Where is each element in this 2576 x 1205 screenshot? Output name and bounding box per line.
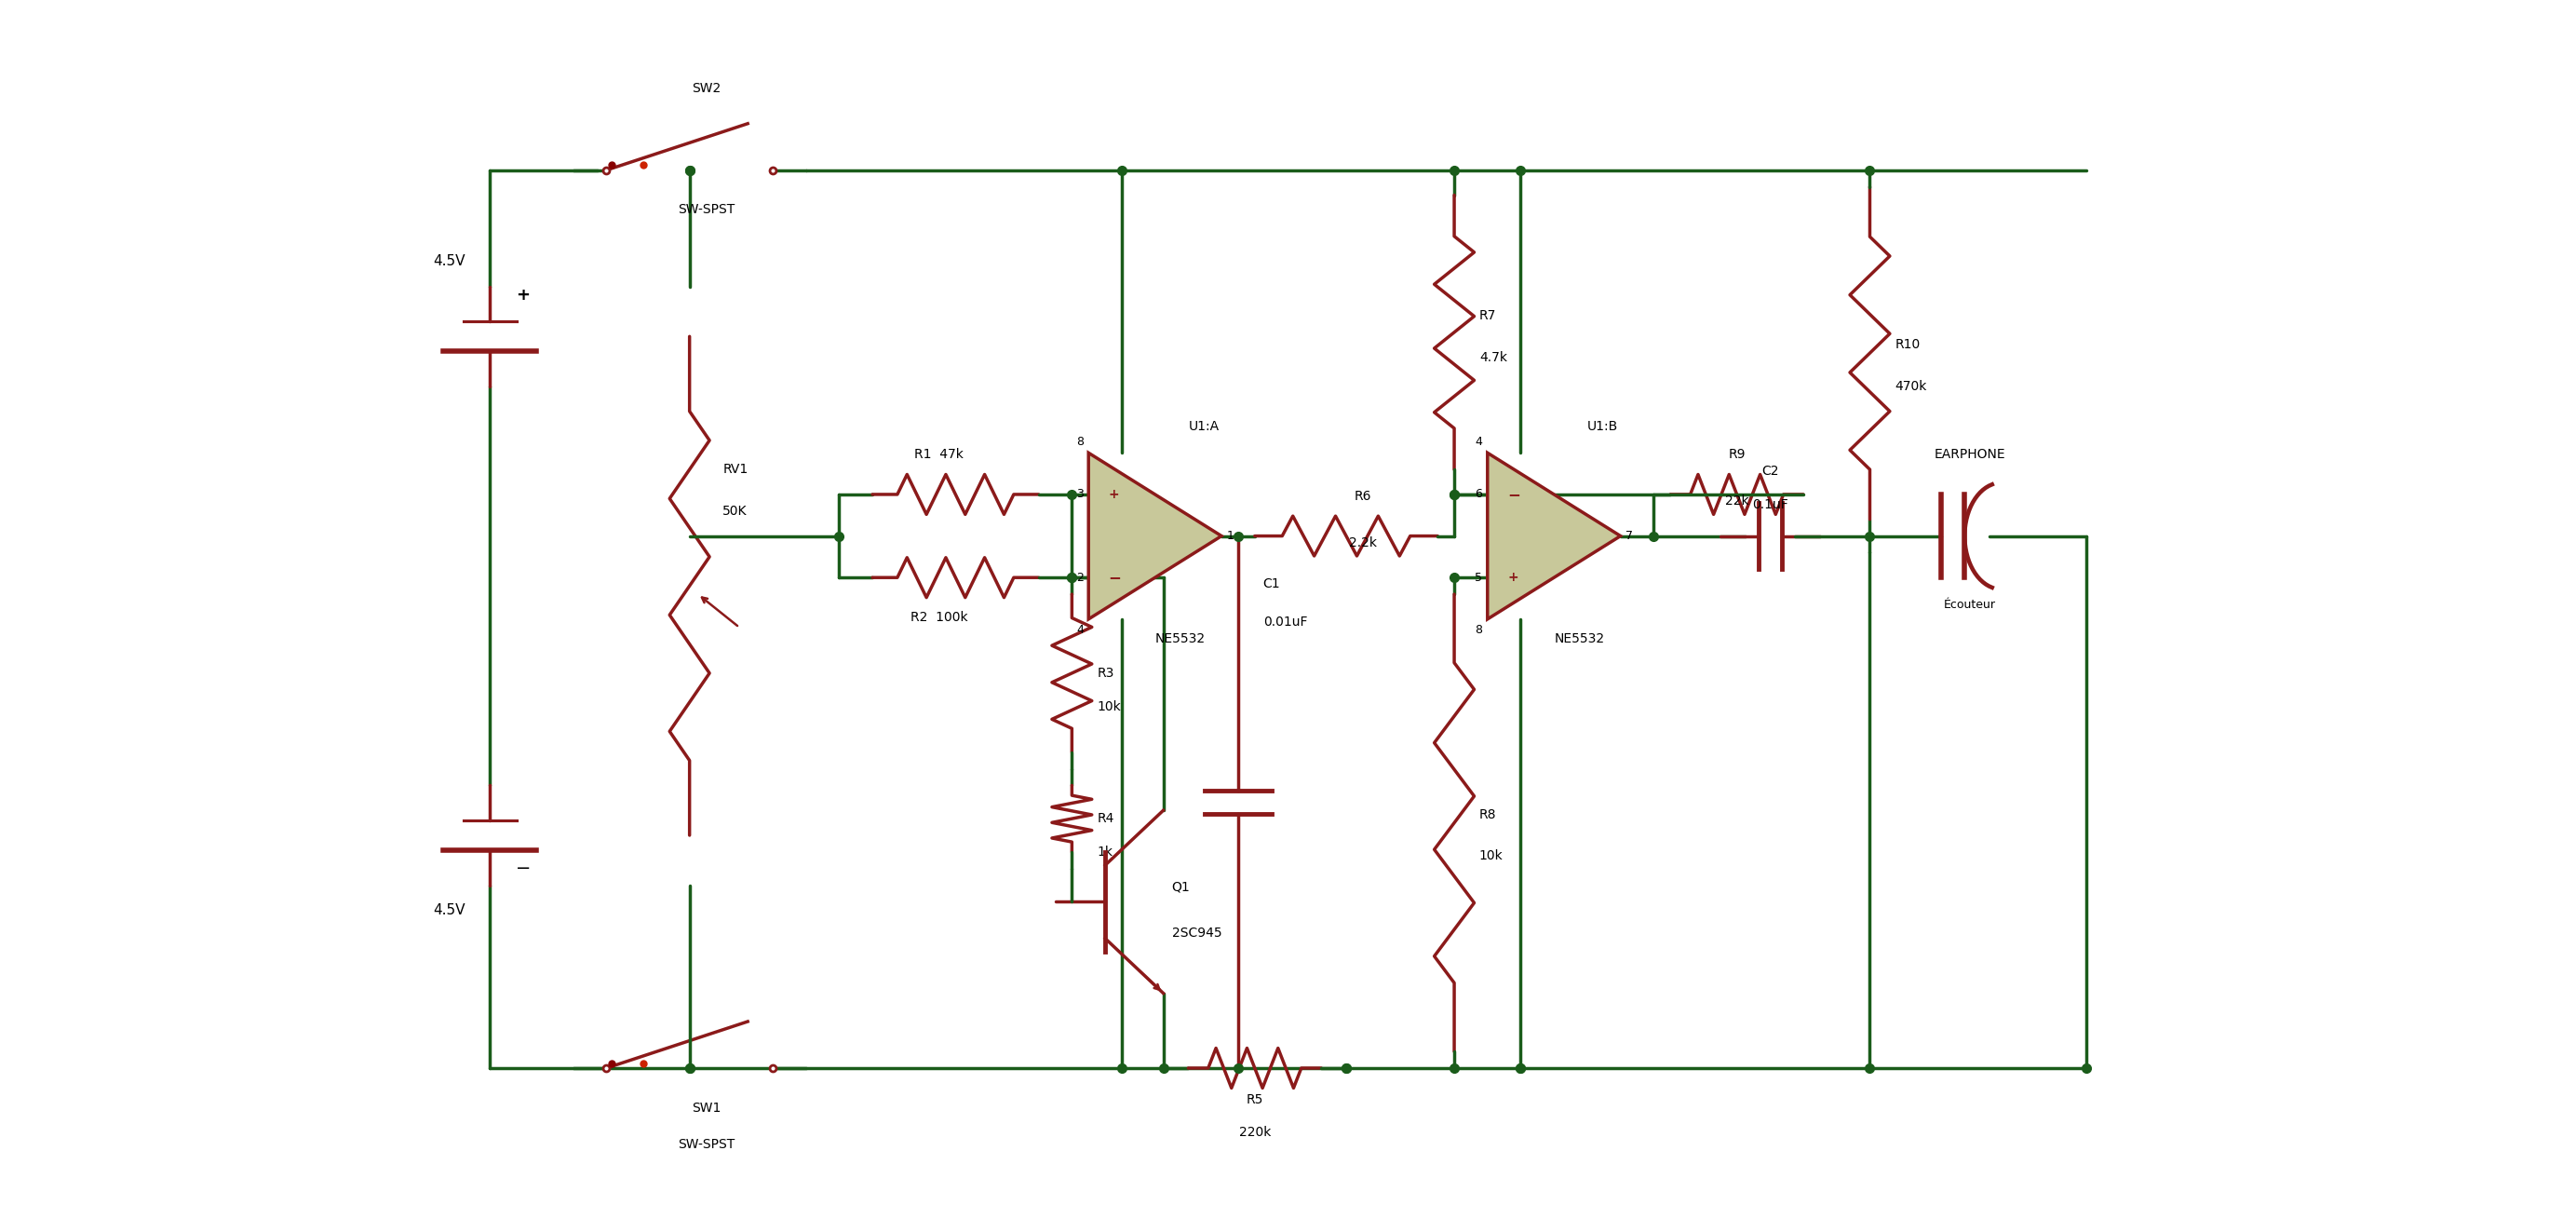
Text: 4.5V: 4.5V bbox=[433, 903, 466, 917]
Text: 5: 5 bbox=[1476, 571, 1484, 583]
Text: SW2: SW2 bbox=[690, 82, 721, 95]
Text: 10k: 10k bbox=[1479, 850, 1504, 863]
Text: R3: R3 bbox=[1097, 666, 1113, 680]
Text: 2.2k: 2.2k bbox=[1350, 536, 1376, 549]
Text: 4: 4 bbox=[1077, 624, 1084, 636]
Text: 7: 7 bbox=[1625, 530, 1633, 542]
Text: −: − bbox=[1108, 569, 1121, 586]
Text: 3: 3 bbox=[1077, 488, 1084, 500]
Text: SW-SPST: SW-SPST bbox=[677, 1138, 734, 1151]
Text: C2: C2 bbox=[1762, 465, 1777, 478]
Text: 0.01uF: 0.01uF bbox=[1262, 616, 1306, 629]
Text: 6: 6 bbox=[1476, 488, 1484, 500]
Text: 8: 8 bbox=[1476, 624, 1484, 636]
Text: +: + bbox=[515, 287, 531, 304]
Text: 0.1uF: 0.1uF bbox=[1752, 498, 1788, 511]
Text: 2: 2 bbox=[1077, 571, 1084, 583]
Text: EARPHONE: EARPHONE bbox=[1935, 448, 2004, 462]
Text: 1k: 1k bbox=[1097, 846, 1113, 858]
Text: R2  100k: R2 100k bbox=[909, 611, 969, 624]
Text: 4: 4 bbox=[1476, 436, 1484, 448]
Text: 4.5V: 4.5V bbox=[433, 254, 466, 269]
Text: 8: 8 bbox=[1077, 436, 1084, 448]
Text: NE5532: NE5532 bbox=[1154, 633, 1206, 646]
Text: −: − bbox=[1507, 486, 1520, 502]
Text: C1: C1 bbox=[1262, 577, 1280, 590]
Text: 470k: 470k bbox=[1896, 380, 1927, 393]
Text: 4.7k: 4.7k bbox=[1479, 351, 1507, 364]
Text: R7: R7 bbox=[1479, 310, 1497, 322]
Text: 10k: 10k bbox=[1097, 700, 1121, 713]
Text: +: + bbox=[1108, 488, 1121, 501]
Polygon shape bbox=[1486, 453, 1620, 619]
Text: 1: 1 bbox=[1226, 530, 1234, 542]
Text: Q1: Q1 bbox=[1172, 881, 1190, 893]
Text: R6: R6 bbox=[1355, 489, 1370, 502]
Text: R4: R4 bbox=[1097, 812, 1113, 825]
Text: R8: R8 bbox=[1479, 809, 1497, 821]
Text: SW1: SW1 bbox=[690, 1101, 721, 1115]
Text: +: + bbox=[1507, 571, 1517, 584]
Text: 220k: 220k bbox=[1239, 1127, 1270, 1140]
Text: 50K: 50K bbox=[724, 505, 747, 518]
Text: R10: R10 bbox=[1896, 339, 1919, 352]
Text: Écouteur: Écouteur bbox=[1942, 599, 1996, 611]
Text: 22k: 22k bbox=[1726, 494, 1749, 507]
Text: RV1: RV1 bbox=[724, 463, 747, 476]
Text: R5: R5 bbox=[1247, 1093, 1262, 1106]
Text: U1:A: U1:A bbox=[1188, 419, 1218, 433]
Text: SW-SPST: SW-SPST bbox=[677, 204, 734, 217]
Text: 2SC945: 2SC945 bbox=[1172, 927, 1221, 940]
Text: R9: R9 bbox=[1728, 448, 1747, 462]
Polygon shape bbox=[1090, 453, 1221, 619]
Text: U1:B: U1:B bbox=[1587, 419, 1618, 433]
Text: −: − bbox=[515, 859, 531, 877]
Text: NE5532: NE5532 bbox=[1553, 633, 1605, 646]
Text: R1  47k: R1 47k bbox=[914, 448, 963, 462]
